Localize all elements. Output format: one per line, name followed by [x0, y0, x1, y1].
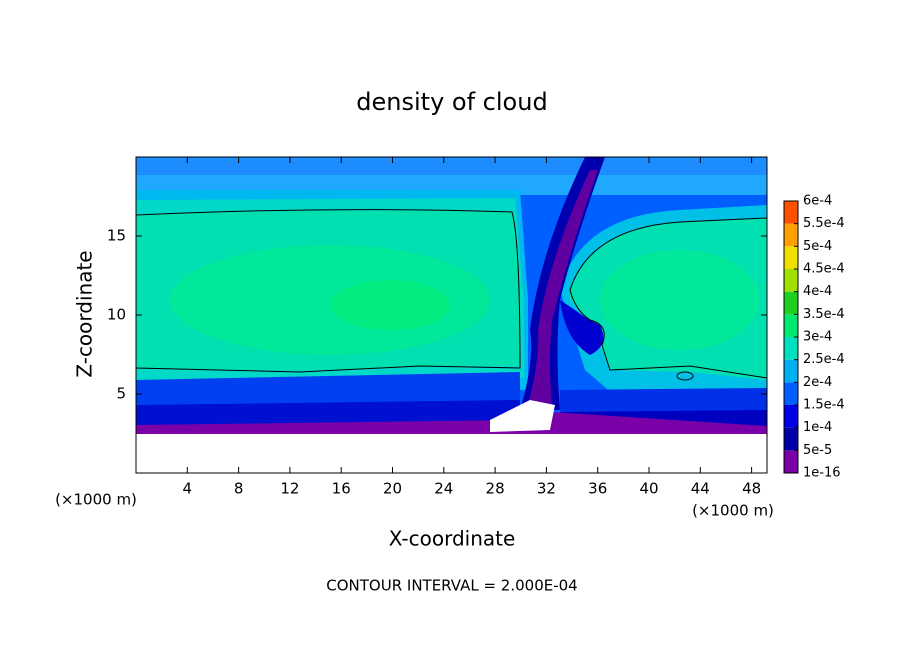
x-tick-label: 36 — [588, 480, 607, 498]
colorbar-label: 3.5e-4 — [803, 307, 845, 322]
colorbar-label: 1e-4 — [803, 420, 832, 435]
colorbar-band — [784, 223, 798, 247]
colorbar-band — [784, 201, 798, 224]
x-unit-label: (×1000 m) — [692, 502, 774, 520]
x-tick-label: 24 — [434, 480, 453, 498]
colorbar-label: 1.5e-4 — [803, 398, 845, 413]
x-tick-label: 48 — [742, 480, 761, 498]
y-tick-label: 10 — [107, 306, 126, 324]
colorbar-band — [784, 337, 798, 360]
x-tick-label: 8 — [234, 480, 244, 498]
x-tick-label: 20 — [383, 480, 402, 498]
colorbar-label: 5e-5 — [803, 443, 832, 458]
x-tick-label: 4 — [183, 480, 193, 498]
colorbar-label: 6e-4 — [803, 194, 832, 209]
colorbar-label: 4e-4 — [803, 284, 832, 299]
colorbar-label: 2.5e-4 — [803, 352, 845, 367]
x-axis-label: X-coordinate — [389, 527, 516, 551]
y-tick-label: 15 — [107, 227, 126, 245]
colorbar-label: 2e-4 — [803, 375, 832, 390]
annotation: CONTOUR INTERVAL = 2.000E-04 — [326, 577, 577, 595]
colorbar-band — [784, 291, 798, 315]
x-tick-label: 16 — [332, 480, 351, 498]
y-axis-label: Z-coordinate — [73, 250, 97, 377]
colorbar-band — [784, 427, 798, 451]
colorbar-label: 3e-4 — [803, 330, 832, 345]
colorbar-label: 5.5e-4 — [803, 216, 845, 231]
chart-title: density of cloud — [356, 88, 547, 116]
x-unit-label: (×1000 m) — [55, 491, 137, 509]
colorbar-band — [784, 314, 798, 337]
colorbar-band — [784, 359, 798, 383]
colorbar-label: 5e-4 — [803, 239, 832, 254]
colorbar-label: 1e-16 — [803, 466, 841, 481]
x-tick-label: 28 — [486, 480, 505, 498]
colorbar-band — [784, 246, 798, 269]
x-tick-label: 44 — [691, 480, 710, 498]
x-tick-label: 40 — [639, 480, 658, 498]
colorbar-band — [784, 269, 798, 292]
x-tick-label: 12 — [280, 480, 299, 498]
colorbar-band — [784, 382, 798, 405]
y-tick-label: 5 — [116, 385, 126, 403]
colorbar-label: 4.5e-4 — [803, 262, 845, 277]
x-tick-label: 32 — [537, 480, 556, 498]
colorbar-band — [784, 450, 798, 473]
colorbar-band — [784, 405, 798, 428]
contour-field — [136, 157, 767, 473]
